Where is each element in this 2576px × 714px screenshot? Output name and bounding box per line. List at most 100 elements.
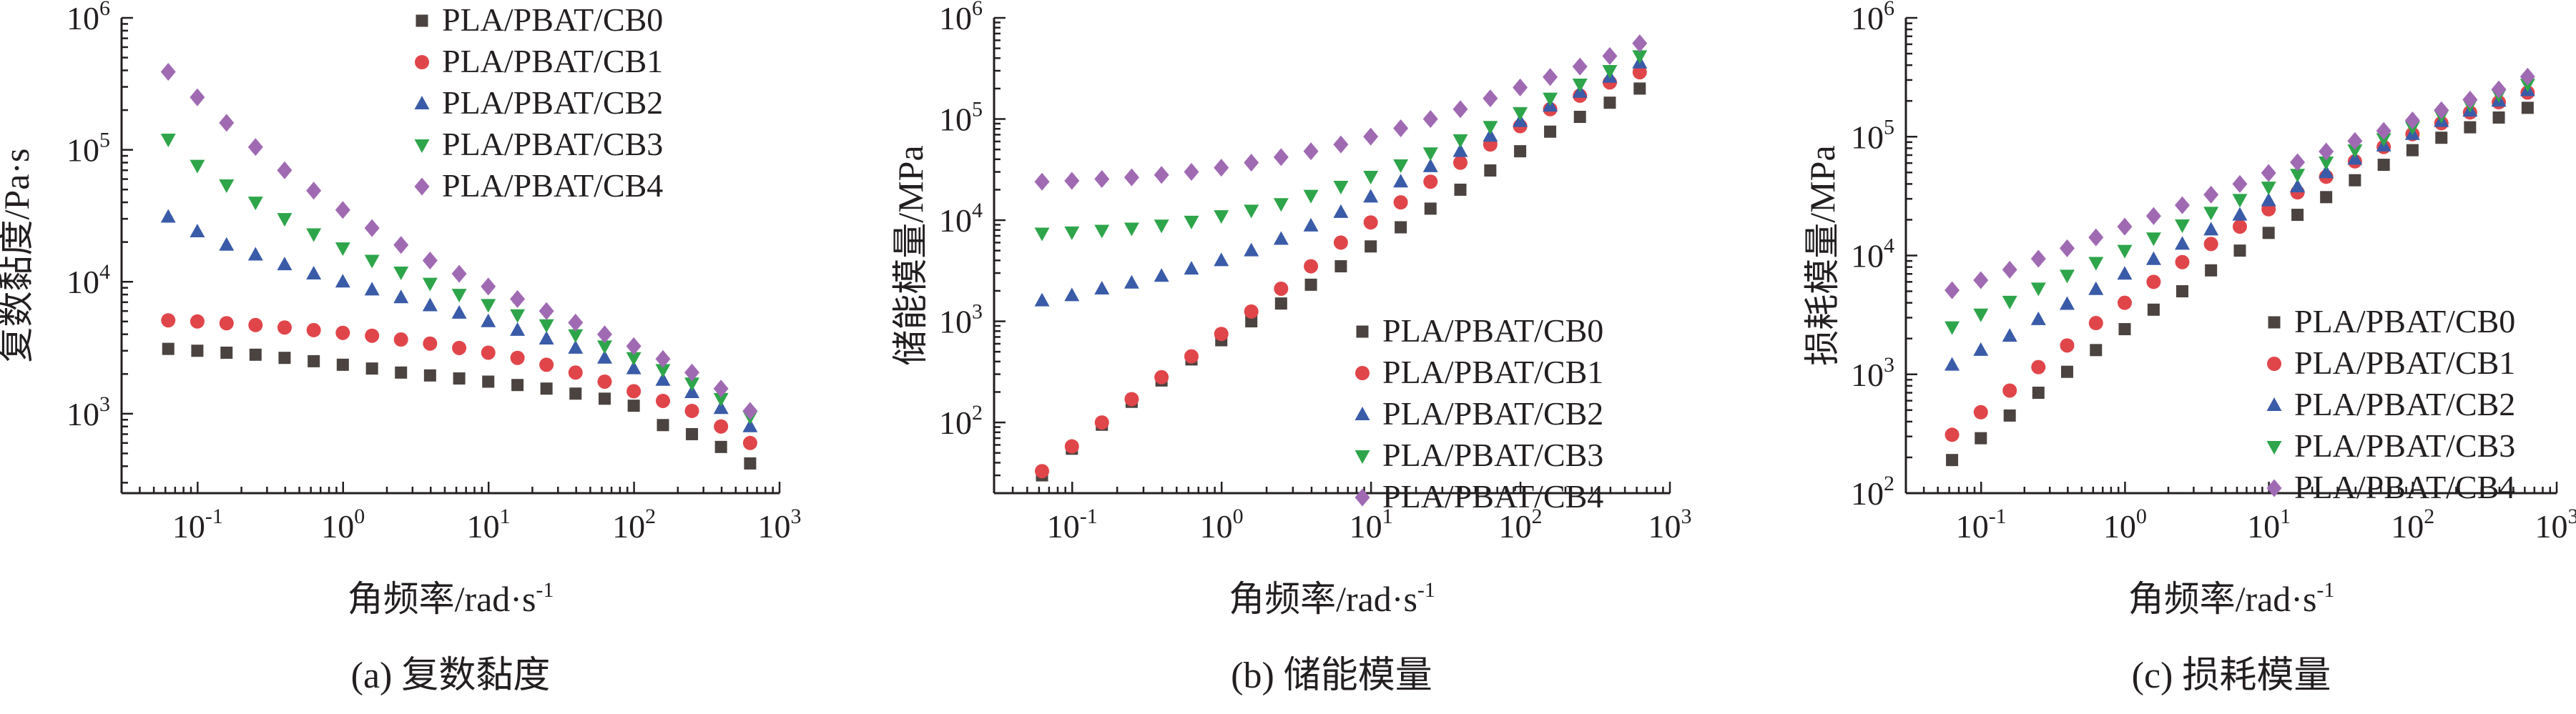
data-point — [277, 161, 292, 179]
data-point — [2203, 185, 2219, 204]
data-point — [2060, 365, 2073, 378]
data-point — [1273, 231, 1289, 245]
data-point — [1124, 168, 1139, 187]
data-point — [2002, 295, 2017, 309]
data-point — [335, 201, 350, 219]
data-point — [2030, 249, 2046, 268]
data-point — [2376, 133, 2391, 147]
data-point — [1333, 235, 1348, 250]
y-axis-title: 储能模量/MPa — [890, 145, 930, 365]
data-point — [742, 418, 758, 432]
data-point — [277, 257, 292, 271]
data-point — [1184, 163, 1199, 182]
panel-caption: (c) 损耗模量 — [2132, 655, 2331, 696]
data-point — [1572, 79, 1588, 93]
data-point — [306, 266, 322, 280]
data-point — [1393, 195, 1408, 210]
data-point — [2406, 144, 2419, 157]
data-point — [365, 362, 378, 375]
data-point — [510, 309, 526, 323]
data-point — [1244, 304, 1259, 319]
data-point — [393, 236, 409, 254]
data-point — [2176, 285, 2188, 298]
data-point — [160, 209, 176, 223]
data-point — [2118, 323, 2131, 336]
chart-panel-2: 10-1 100 101 102 103 102 103 104 105 106 角频率/rad·s… — [890, 0, 1692, 696]
series-pla-pbat-cb2 — [1034, 54, 1648, 307]
data-point — [1273, 148, 1289, 167]
legend-marker — [2266, 441, 2282, 455]
data-point — [336, 358, 349, 371]
data-point — [1513, 106, 1528, 121]
series-pla-pbat-cb1 — [161, 313, 757, 450]
data-point — [2002, 260, 2017, 279]
data-point — [2088, 228, 2104, 247]
data-point — [510, 350, 525, 365]
data-point — [1632, 50, 1648, 64]
legend-marker — [2267, 357, 2281, 371]
data-point — [627, 400, 640, 412]
data-point — [2261, 192, 2276, 207]
data-point — [395, 366, 408, 379]
data-point — [1422, 147, 1438, 162]
data-point — [1633, 82, 1646, 95]
legend-marker — [1355, 366, 1370, 380]
data-point — [1363, 127, 1379, 146]
data-point — [1154, 166, 1169, 184]
data-point — [1973, 308, 1989, 322]
data-point — [308, 354, 320, 367]
data-point — [423, 336, 438, 351]
data-point — [247, 197, 263, 211]
x-tick-label: 101 — [1350, 505, 1393, 545]
data-point — [1333, 180, 1349, 194]
legend: PLA/PBAT/CB0 PLA/PBAT/CB1 PLA/PBAT/CB2 PLA/… — [2266, 303, 2515, 505]
data-point — [2462, 90, 2478, 109]
legend-marker — [1355, 488, 1370, 507]
y-tick-label: 104 — [939, 199, 983, 239]
data-point — [335, 242, 350, 257]
data-point — [1094, 280, 1110, 294]
data-point — [219, 179, 235, 194]
data-point — [539, 357, 554, 372]
data-point — [1946, 454, 1959, 467]
data-point — [569, 387, 582, 400]
data-point — [481, 345, 496, 360]
data-point — [2347, 132, 2363, 150]
legend-marker — [2266, 479, 2282, 497]
data-point — [452, 340, 467, 355]
data-point — [219, 237, 235, 251]
data-point — [540, 382, 553, 395]
data-point — [1064, 226, 1080, 240]
series-pla-pbat-cb2 — [160, 209, 758, 432]
data-point — [161, 313, 176, 328]
data-point — [626, 384, 641, 399]
data-point — [2174, 236, 2190, 250]
y-tick-label: 106 — [67, 0, 110, 36]
data-point — [2088, 281, 2104, 295]
data-point — [626, 352, 641, 366]
data-point — [1513, 78, 1528, 96]
y-tick-label: 103 — [939, 300, 983, 340]
data-point — [219, 316, 234, 331]
data-point — [1094, 170, 1110, 189]
data-point — [1973, 342, 1989, 356]
data-point — [2320, 191, 2333, 204]
data-point — [1214, 327, 1229, 342]
data-point — [481, 277, 496, 296]
data-point — [2347, 144, 2363, 159]
data-point — [539, 319, 554, 333]
x-tick-label: 103 — [2535, 505, 2576, 545]
data-point — [2205, 264, 2218, 277]
data-point — [422, 297, 438, 312]
data-point — [1064, 439, 1079, 454]
legend-label: PLA/PBAT/CB0 — [2294, 303, 2515, 339]
data-point — [393, 332, 408, 347]
legend-label: PLA/PBAT/CB3 — [2294, 427, 2515, 464]
data-point — [568, 365, 583, 380]
y-tick-label: 104 — [1851, 234, 1894, 274]
data-point — [713, 392, 729, 407]
data-point — [2117, 266, 2133, 280]
legend-label: PLA/PBAT/CB1 — [442, 43, 663, 79]
data-point — [453, 372, 466, 385]
data-point — [277, 320, 292, 335]
